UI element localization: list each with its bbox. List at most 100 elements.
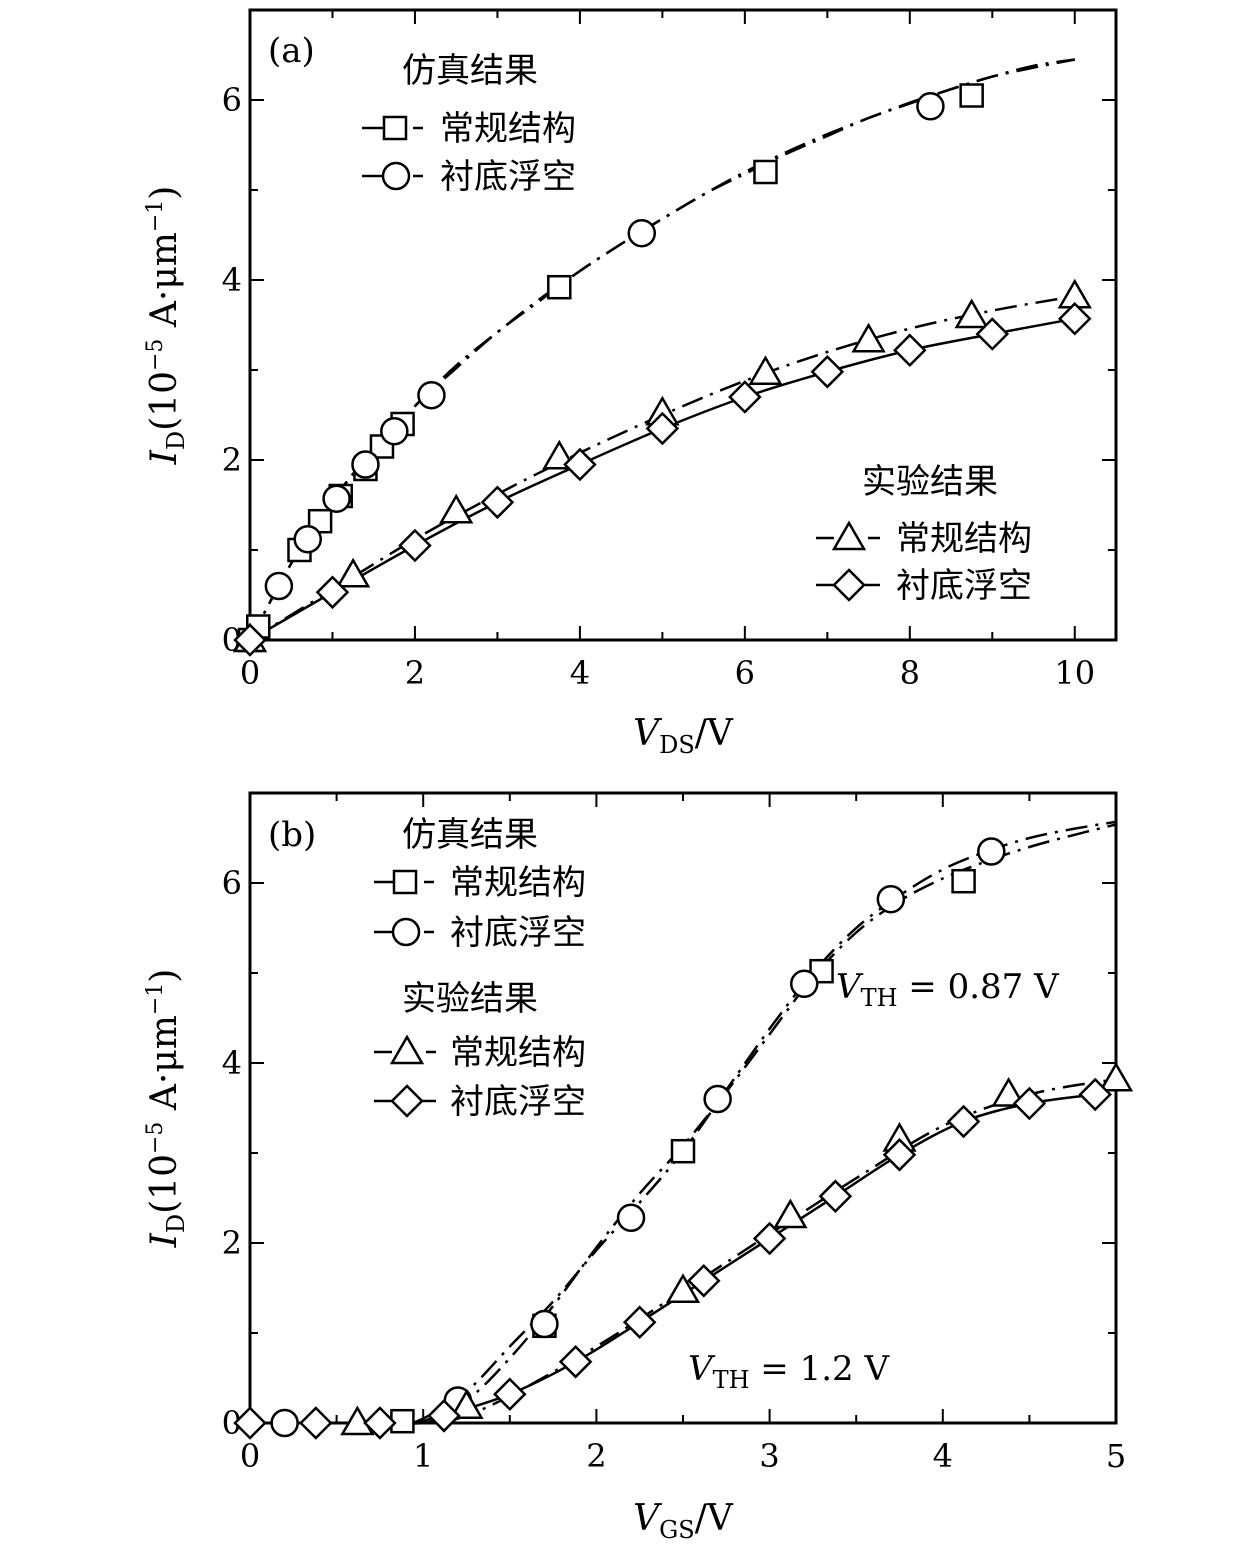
data-point-triangle	[335, 557, 371, 588]
legend-circle-icon	[391, 917, 421, 947]
data-point-circle	[417, 380, 446, 410]
data-point-diamond	[558, 1345, 593, 1379]
data-point-diamond	[622, 1305, 657, 1339]
legend-diamond-icon	[832, 568, 866, 602]
data-point-triangle	[449, 1389, 484, 1420]
panel-b: 0 1 2 3 4 5 0 2 4 6 (b) 仿真结果 常规结构 衬底浮空 实验结果 常规结构	[143, 791, 1134, 1544]
data-point-circle	[293, 524, 322, 554]
x-tick-label: 4	[933, 1437, 953, 1475]
data-point-diamond	[363, 1406, 397, 1440]
x-tick-label: 6	[735, 654, 755, 692]
data-point-diamond	[233, 1406, 267, 1440]
data-point-triangle	[340, 1405, 375, 1436]
legend-square-icon	[392, 869, 418, 895]
data-point-triangle	[439, 493, 474, 524]
y-tick-label: 2	[222, 1224, 242, 1262]
curves-b	[250, 820, 1117, 1425]
data-point-circle	[530, 1309, 559, 1339]
data-point-diamond	[893, 333, 927, 367]
data-point-diamond	[493, 1377, 527, 1411]
legend-entry-sim-regular-b: 常规结构	[374, 863, 586, 903]
data-point-circle	[380, 416, 409, 446]
y-tick-label: 4	[222, 261, 242, 299]
x-tick-label: 2	[586, 1437, 606, 1475]
legend-entry-sim-regular-a: 常规结构	[362, 109, 576, 149]
plot-frame-a	[248, 8, 1118, 642]
data-point-diamond	[315, 575, 350, 610]
x-tick-label: 3	[759, 1437, 779, 1475]
markers-b	[233, 837, 1134, 1440]
x-tick-label: 1	[413, 1437, 433, 1475]
data-point-diamond	[818, 1179, 853, 1213]
data-point-diamond	[882, 1138, 917, 1172]
x-axis-title-a: VDS/V	[633, 713, 734, 759]
data-point-diamond	[975, 317, 1010, 351]
series-line-square	[250, 823, 1117, 1425]
series-line-triangle	[250, 1077, 1117, 1425]
legend-triangle-icon	[831, 520, 867, 551]
series-line-circle	[250, 820, 1117, 1425]
legend-title-exp-a: 实验结果	[862, 462, 998, 502]
data-point-diamond	[1057, 301, 1092, 336]
data-point-diamond	[1078, 1077, 1112, 1112]
legend-circle-icon	[381, 161, 411, 191]
data-point-circle	[322, 484, 351, 513]
legend-entry-sim-floating-b: 衬底浮空	[374, 913, 586, 953]
y-tick-label: 2	[222, 441, 242, 479]
legend-label: 衬底浮空	[450, 913, 586, 953]
data-point-diamond	[299, 1406, 333, 1440]
vth-annotation-simulation: VTH = 0.87 V	[836, 967, 1060, 1012]
legend-diamond-icon	[390, 1084, 424, 1118]
y-axis-title-b: ID(10−5 A·μm−1)	[143, 969, 190, 1249]
data-point-triangle	[773, 1198, 808, 1229]
legend-label: 衬底浮空	[440, 157, 576, 197]
x-tick-label: 2	[405, 654, 425, 692]
legend-label: 常规结构	[440, 109, 576, 149]
data-point-circle	[627, 218, 657, 248]
legend-title-exp-b: 实验结果	[402, 979, 538, 1019]
data-point-circle	[977, 837, 1006, 866]
data-point-diamond	[752, 1221, 787, 1256]
data-point-diamond	[687, 1264, 721, 1298]
data-point-diamond	[233, 623, 267, 657]
legend-label: 衬底浮空	[896, 566, 1032, 606]
legend-entry-exp-floating-b: 衬底浮空	[374, 1082, 586, 1122]
data-point-diamond	[728, 380, 762, 414]
markers-a	[232, 83, 1092, 657]
data-point-diamond	[427, 1399, 461, 1433]
panel-label-b: (b)	[268, 815, 316, 855]
data-point-triangle	[991, 1076, 1026, 1107]
data-point-diamond	[645, 411, 680, 446]
data-point-diamond	[1012, 1086, 1047, 1121]
data-point-diamond	[810, 355, 845, 389]
legend-entry-exp-regular-b: 常规结构	[374, 1033, 586, 1073]
vth-annotation-experiment: VTH = 1.2 V	[688, 1349, 890, 1394]
legend-triangle-icon	[389, 1034, 425, 1065]
data-point-circle	[351, 450, 380, 479]
x-tick-label: 5	[1106, 1437, 1126, 1475]
data-point-diamond	[398, 528, 432, 563]
y-tick-label: 0	[222, 1404, 242, 1442]
data-point-diamond	[563, 447, 597, 482]
data-point-circle	[789, 969, 819, 999]
data-point-triangle	[665, 1273, 701, 1303]
y-tick-label: 6	[222, 81, 242, 119]
legend-title-sim-a: 仿真结果	[402, 51, 538, 91]
panel-label-a: (a)	[268, 31, 315, 71]
y-tick-label: 6	[222, 864, 242, 902]
legend-label: 衬底浮空	[450, 1082, 586, 1122]
data-point-triangle	[748, 355, 783, 385]
data-point-square	[547, 274, 572, 300]
data-point-circle	[876, 884, 906, 914]
legend-square-icon	[382, 115, 408, 141]
legend-title-sim-b: 仿真结果	[402, 815, 538, 855]
x-axis-title-b: VGS/V	[633, 1498, 734, 1544]
data-point-diamond	[946, 1104, 981, 1139]
data-point-triangle	[1098, 1061, 1134, 1092]
x-tick-label: 0	[240, 1437, 260, 1475]
data-point-triangle	[954, 298, 989, 329]
data-point-square	[670, 1138, 696, 1164]
data-point-square	[753, 159, 778, 185]
